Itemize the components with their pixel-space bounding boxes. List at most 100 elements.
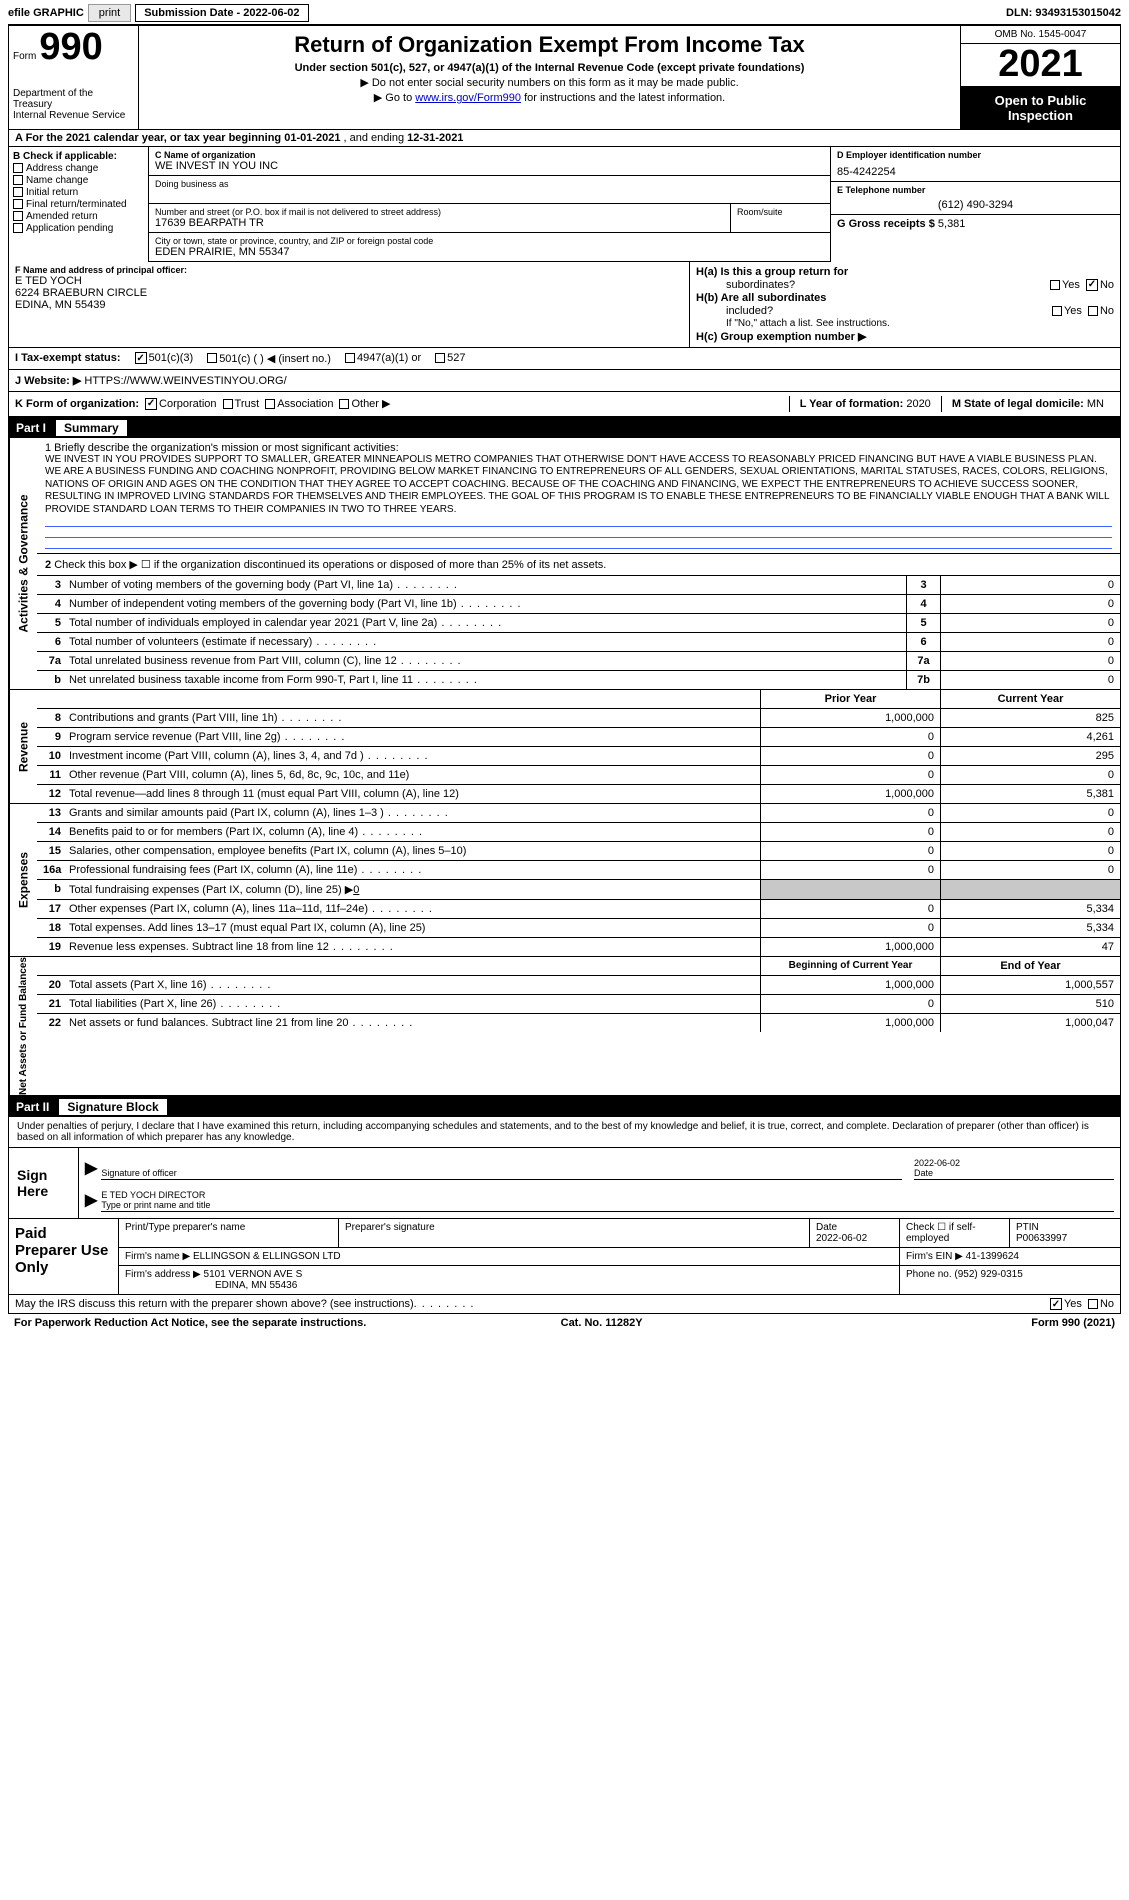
check-initial-return[interactable]: Initial return xyxy=(13,187,144,198)
officer-addr1: 6224 BRAEBURN CIRCLE xyxy=(15,287,683,299)
gross-receipts: 5,381 xyxy=(938,218,966,230)
vert-revenue: Revenue xyxy=(9,690,37,803)
dln-number: DLN: 93493153015042 xyxy=(1006,7,1121,19)
cat-number: Cat. No. 11282Y xyxy=(561,1317,643,1329)
line-20: 20Total assets (Part X, line 16)1,000,00… xyxy=(37,976,1120,995)
phone-value: (612) 490-3294 xyxy=(837,199,1114,211)
website-row: J Website: ▶ HTTPS://WWW.WEINVESTINYOU.O… xyxy=(8,370,1121,392)
form990-link[interactable]: www.irs.gov/Form990 xyxy=(415,92,521,104)
check-address-change[interactable]: Address change xyxy=(13,163,144,174)
check-final-return[interactable]: Final return/terminated xyxy=(13,199,144,210)
ein-box: D Employer identification number 85-4242… xyxy=(831,147,1120,182)
col-center: C Name of organization WE INVEST IN YOU … xyxy=(149,147,830,262)
revenue-section: Revenue Prior Year Current Year 8Contrib… xyxy=(8,690,1121,804)
sign-here-row: Sign Here ▶ Signature of officer 2022-06… xyxy=(9,1147,1120,1218)
discuss-yes[interactable]: ✓Yes xyxy=(1050,1298,1082,1310)
year-formation: L Year of formation: 2020 xyxy=(789,396,941,412)
officer-box: F Name and address of principal officer:… xyxy=(9,262,690,347)
rev-header: Prior Year Current Year xyxy=(37,690,1120,709)
form-assoc[interactable]: Association xyxy=(265,398,333,410)
line-13: 13Grants and similar amounts paid (Part … xyxy=(37,804,1120,823)
dept-treasury: Department of the Treasury xyxy=(13,88,134,110)
check-amended[interactable]: Amended return xyxy=(13,211,144,222)
line-11: 11Other revenue (Part VIII, column (A), … xyxy=(37,766,1120,785)
header-left: Form 990 Department of the Treasury Inte… xyxy=(9,26,139,129)
penalty-text: Under penalties of perjury, I declare th… xyxy=(9,1117,1120,1147)
officer-signature-line: Signature of officer xyxy=(101,1158,902,1180)
line-18: 18Total expenses. Add lines 13–17 (must … xyxy=(37,919,1120,938)
room-box: Room/suite xyxy=(730,204,830,233)
ein-value: 85-4242254 xyxy=(837,166,1114,178)
blue-rule xyxy=(45,516,1112,527)
form-prefix: Form xyxy=(13,51,36,62)
section-b-d: B Check if applicable: Address change Na… xyxy=(8,147,1121,262)
dba-box: Doing business as xyxy=(149,176,830,204)
line-19: 19Revenue less expenses. Subtract line 1… xyxy=(37,938,1120,956)
website-url: HTTPS://WWW.WEINVESTINYOU.ORG/ xyxy=(84,375,286,387)
form-corp[interactable]: ✓ Corporation xyxy=(145,398,216,410)
submission-date: Submission Date - 2022-06-02 xyxy=(135,4,308,22)
mission-box: 1 Briefly describe the organization's mi… xyxy=(37,438,1120,555)
line-16a: 16aProfessional fundraising fees (Part I… xyxy=(37,861,1120,880)
col-b-checkboxes: B Check if applicable: Address change Na… xyxy=(9,147,149,262)
status-501c[interactable]: 501(c) ( ) ◀ (insert no.) xyxy=(207,352,331,365)
hb-yes[interactable]: Yes xyxy=(1052,305,1082,317)
part1-header: Part I Summary xyxy=(8,418,1121,438)
form-header: Form 990 Department of the Treasury Inte… xyxy=(8,25,1121,130)
status-4947[interactable]: 4947(a)(1) or xyxy=(345,352,421,364)
firm-name-row: Firm's name ▶ ELLINGSON & ELLINGSON LTD … xyxy=(119,1248,1120,1266)
line-14: 14Benefits paid to or for members (Part … xyxy=(37,823,1120,842)
line-6: 6Total number of volunteers (estimate if… xyxy=(37,633,1120,652)
hb-no[interactable]: No xyxy=(1088,305,1114,317)
sign-here-label: Sign Here xyxy=(9,1148,79,1218)
line-5: 5Total number of individuals employed in… xyxy=(37,614,1120,633)
vert-expenses: Expenses xyxy=(9,804,37,956)
tax-exempt-row: I Tax-exempt status: ✓ 501(c)(3) 501(c) … xyxy=(8,348,1121,370)
header-center: Return of Organization Exempt From Incom… xyxy=(139,26,960,129)
signature-block: Under penalties of perjury, I declare th… xyxy=(8,1117,1121,1295)
pra-notice: For Paperwork Reduction Act Notice, see … xyxy=(14,1317,366,1329)
form-trust[interactable]: Trust xyxy=(223,398,260,410)
form-number: 990 xyxy=(39,26,102,68)
city-box: City or town, state or province, country… xyxy=(149,233,830,262)
street-address: 17639 BEARPATH TR xyxy=(155,217,724,229)
ha-yes[interactable]: Yes xyxy=(1050,279,1080,291)
discuss-no[interactable]: No xyxy=(1088,1298,1114,1310)
line-12: 12Total revenue—add lines 8 through 11 (… xyxy=(37,785,1120,803)
signature-date: 2022-06-02Date xyxy=(914,1158,1114,1180)
phone-box: E Telephone number (612) 490-3294 xyxy=(831,182,1120,215)
gross-receipts-box: G Gross receipts $ 5,381 xyxy=(831,215,1120,233)
form-title: Return of Organization Exempt From Incom… xyxy=(145,32,954,58)
line-3: 3Number of voting members of the governi… xyxy=(37,576,1120,595)
period-row: A For the 2021 calendar year, or tax yea… xyxy=(8,130,1121,147)
officer-name: E TED YOCH xyxy=(15,275,683,287)
status-527[interactable]: 527 xyxy=(435,352,465,364)
city-state-zip: EDEN PRAIRIE, MN 55347 xyxy=(155,246,824,258)
line-22: 22Net assets or fund balances. Subtract … xyxy=(37,1014,1120,1032)
part2-header: Part II Signature Block xyxy=(8,1097,1121,1117)
footer-row: For Paperwork Reduction Act Notice, see … xyxy=(8,1314,1121,1332)
instruction-1: ▶ Do not enter social security numbers o… xyxy=(145,76,954,89)
org-name: WE INVEST IN YOU INC xyxy=(155,160,824,172)
arrow-icon: ▶ xyxy=(85,1158,97,1180)
form-other[interactable]: Other ▶ xyxy=(339,397,390,410)
activities-governance: Activities & Governance 1 Briefly descri… xyxy=(8,438,1121,691)
print-button[interactable]: print xyxy=(88,4,131,22)
check-app-pending[interactable]: Application pending xyxy=(13,223,144,234)
org-name-box: C Name of organization WE INVEST IN YOU … xyxy=(149,147,830,176)
net-header: Beginning of Current Year End of Year xyxy=(37,957,1120,976)
preparer-header-row: Print/Type preparer's name Preparer's si… xyxy=(119,1219,1120,1248)
form-ref: Form 990 (2021) xyxy=(1031,1317,1115,1329)
line-4: 4Number of independent voting members of… xyxy=(37,595,1120,614)
ha-no[interactable]: ✓No xyxy=(1086,279,1114,291)
irs-label: Internal Revenue Service xyxy=(13,110,134,121)
line-8: 8Contributions and grants (Part VIII, li… xyxy=(37,709,1120,728)
line-10: 10Investment income (Part VIII, column (… xyxy=(37,747,1120,766)
line-16b: bTotal fundraising expenses (Part IX, co… xyxy=(37,880,1120,900)
status-501c3[interactable]: ✓ 501(c)(3) xyxy=(135,352,194,364)
efile-label: efile GRAPHIC xyxy=(8,7,84,19)
expenses-section: Expenses 13Grants and similar amounts pa… xyxy=(8,804,1121,957)
omb-number: OMB No. 1545-0047 xyxy=(961,26,1120,44)
check-name-change[interactable]: Name change xyxy=(13,175,144,186)
instruction-2: ▶ Go to www.irs.gov/Form990 for instruct… xyxy=(145,91,954,104)
